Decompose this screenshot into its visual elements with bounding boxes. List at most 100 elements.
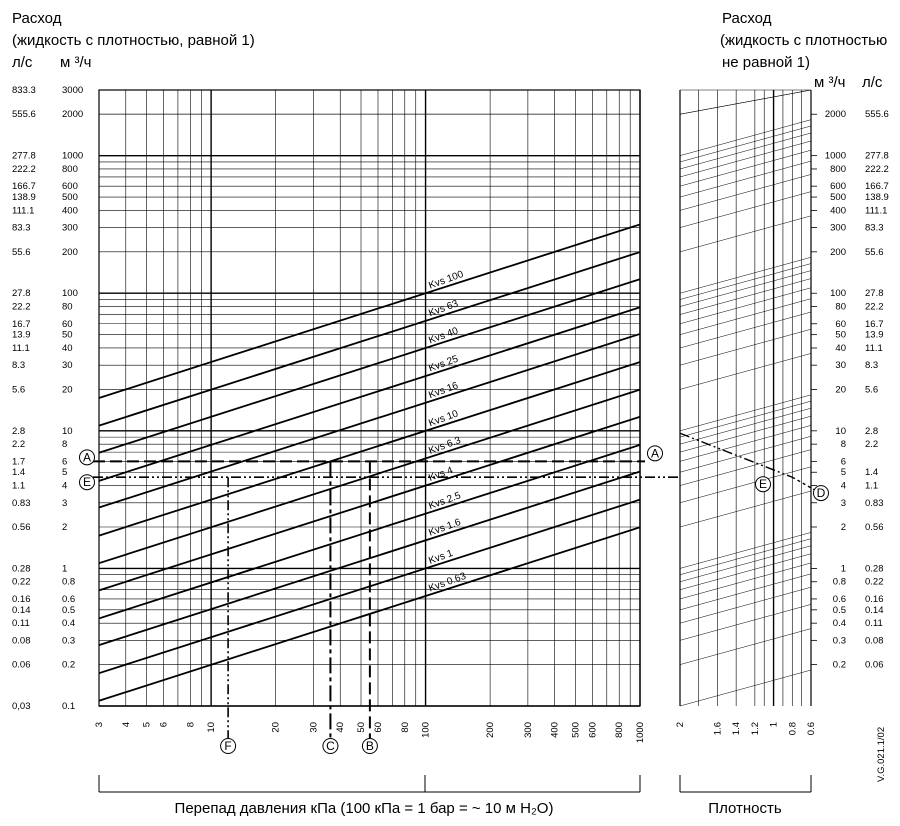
right-tick-label-m3h: 20: [835, 384, 846, 395]
x-tick-label: 10: [206, 722, 217, 733]
right-tick-label-ls: 0.83: [865, 498, 884, 509]
density-tick-label: 1.4: [731, 722, 742, 735]
y-tick-label-m3h: 2000: [62, 109, 83, 120]
example-marker-circle: [361, 738, 378, 754]
y-tick-label-ls: 138.9: [12, 192, 36, 203]
example-marker-label: D: [817, 486, 826, 500]
header-right-unit-m3h: м ³/ч: [814, 74, 845, 91]
kvs-curve-label: Kvs 25: [427, 354, 460, 375]
y-tick-label-ls: 8.3: [12, 360, 25, 371]
kvs-curve-label: Kvs 1.6: [427, 517, 463, 539]
right-tick-label-ls: 0.56: [865, 522, 884, 533]
density-diagonal: [679, 407, 812, 445]
right-tick-label-ls: 0.06: [865, 660, 884, 671]
right-tick-label-m3h: 500: [830, 192, 846, 203]
y-tick-label-m3h: 0.1: [62, 701, 75, 712]
density-diagonal: [679, 545, 812, 582]
density-diagonal: [679, 298, 812, 335]
header-right-line1: Расход: [722, 10, 772, 27]
right-tick-label-ls: 0.16: [865, 594, 884, 605]
y-tick-label-m3h: 0.4: [62, 618, 75, 629]
x-tick-label: 500: [570, 722, 581, 738]
right-tick-label-m3h: 0.8: [833, 577, 846, 588]
header-left-unit-m3h: м ³/ч: [60, 54, 91, 71]
density-diagonal: [679, 160, 812, 198]
kvs-curve: [98, 361, 641, 537]
density-diagonal: [679, 191, 812, 228]
y-tick-label-ls: 22.2: [12, 302, 31, 313]
header-right-line3: не равной 1): [722, 54, 810, 71]
y-tick-label-m3h: 100: [62, 288, 78, 299]
y-tick-label-m3h: 500: [62, 192, 78, 203]
example-marker-circle: [755, 476, 771, 493]
y-tick-label-m3h: 4: [62, 481, 67, 492]
density-tick-label: 0.8: [787, 722, 798, 735]
right-tick-label-ls: 11.1: [865, 343, 883, 354]
density-diagonal: [679, 132, 812, 170]
x-tick-label: 60: [373, 722, 384, 733]
y-tick-label-ls: 16.7: [12, 319, 31, 330]
y-tick-label-ls: 277.8: [12, 151, 36, 162]
y-tick-label-m3h: 6: [62, 456, 67, 467]
x-tick-label: 3: [94, 722, 105, 727]
density-diagonal: [679, 394, 812, 432]
density-tick-label: 1.6: [712, 722, 723, 735]
density-diagonal: [679, 328, 812, 366]
y-tick-label-ls: 0.83: [12, 498, 31, 509]
kvs-curve: [98, 333, 641, 509]
density-diagonal: [679, 257, 812, 294]
y-tick-label-m3h: 40: [62, 343, 73, 354]
right-tick-label-m3h: 0.5: [833, 605, 846, 616]
density-diagonal: [679, 562, 812, 600]
example-marker-label: E: [83, 475, 91, 489]
kvs-curve-label: Kvs 2.5: [427, 490, 463, 512]
right-tick-label-ls: 0.28: [865, 563, 884, 574]
kvs-curve: [98, 278, 641, 454]
y-tick-label-m3h: 50: [62, 330, 73, 341]
example-line-d: [791, 476, 816, 491]
y-tick-label-m3h: 800: [62, 164, 78, 175]
density-diagonal: [679, 119, 812, 156]
example-marker-circle: [79, 449, 95, 466]
example-marker-circle: [813, 485, 829, 502]
grid: [98, 89, 812, 707]
right-tick-label-ls: 1.1: [865, 481, 878, 492]
right-tick-label-m3h: 8: [841, 439, 846, 450]
density-diagonal: [679, 553, 812, 590]
density-diagonal: [679, 263, 812, 300]
density-diagonal: [679, 466, 812, 504]
right-tick-label-ls: 13.9: [865, 330, 884, 341]
y-tick-label-m3h: 0.2: [62, 660, 75, 671]
right-tick-label-m3h: 40: [835, 343, 846, 354]
y-tick-label-m3h: 0.8: [62, 577, 75, 588]
header-left-unit-ls: л/с: [12, 54, 33, 71]
right-tick-label-m3h: 3: [841, 498, 846, 509]
right-tick-label-ls: 555.6: [865, 109, 889, 120]
density-diagonal: [679, 89, 812, 115]
kvs-curve-label: Kvs 0.63: [427, 571, 468, 595]
document-code: V.G.021.1/02: [876, 727, 887, 782]
right-tick-label-m3h: 50: [835, 330, 846, 341]
right-tick-label-m3h: 0.3: [833, 635, 846, 646]
x-tick-label: 20: [271, 722, 282, 733]
density-diagonal: [679, 215, 812, 253]
density-diagonal: [679, 270, 812, 307]
y-tick-label-m3h: 3: [62, 498, 67, 509]
kvs-curve: [98, 223, 641, 399]
example-marker-circle: [647, 445, 663, 462]
density-diagonal: [679, 449, 812, 486]
right-tick-label-ls: 0.14: [865, 605, 884, 616]
right-tick-label-m3h: 1: [841, 563, 846, 574]
y-tick-label-m3h: 300: [62, 223, 78, 234]
right-tick-label-m3h: 5: [841, 467, 846, 478]
y-tick-label-ls: 0.56: [12, 522, 31, 533]
y-tick-label-ls: 83.3: [12, 223, 31, 234]
y-tick-label-ls: 0.08: [12, 635, 31, 646]
density-axis-label: Плотность: [708, 800, 782, 817]
example-marker-label: F: [224, 739, 231, 753]
x-tick-label: 100: [421, 722, 432, 738]
x-tick-label: 1000: [635, 722, 646, 743]
y-tick-label-m3h: 2: [62, 522, 67, 533]
x-tick-label: 30: [308, 722, 319, 733]
